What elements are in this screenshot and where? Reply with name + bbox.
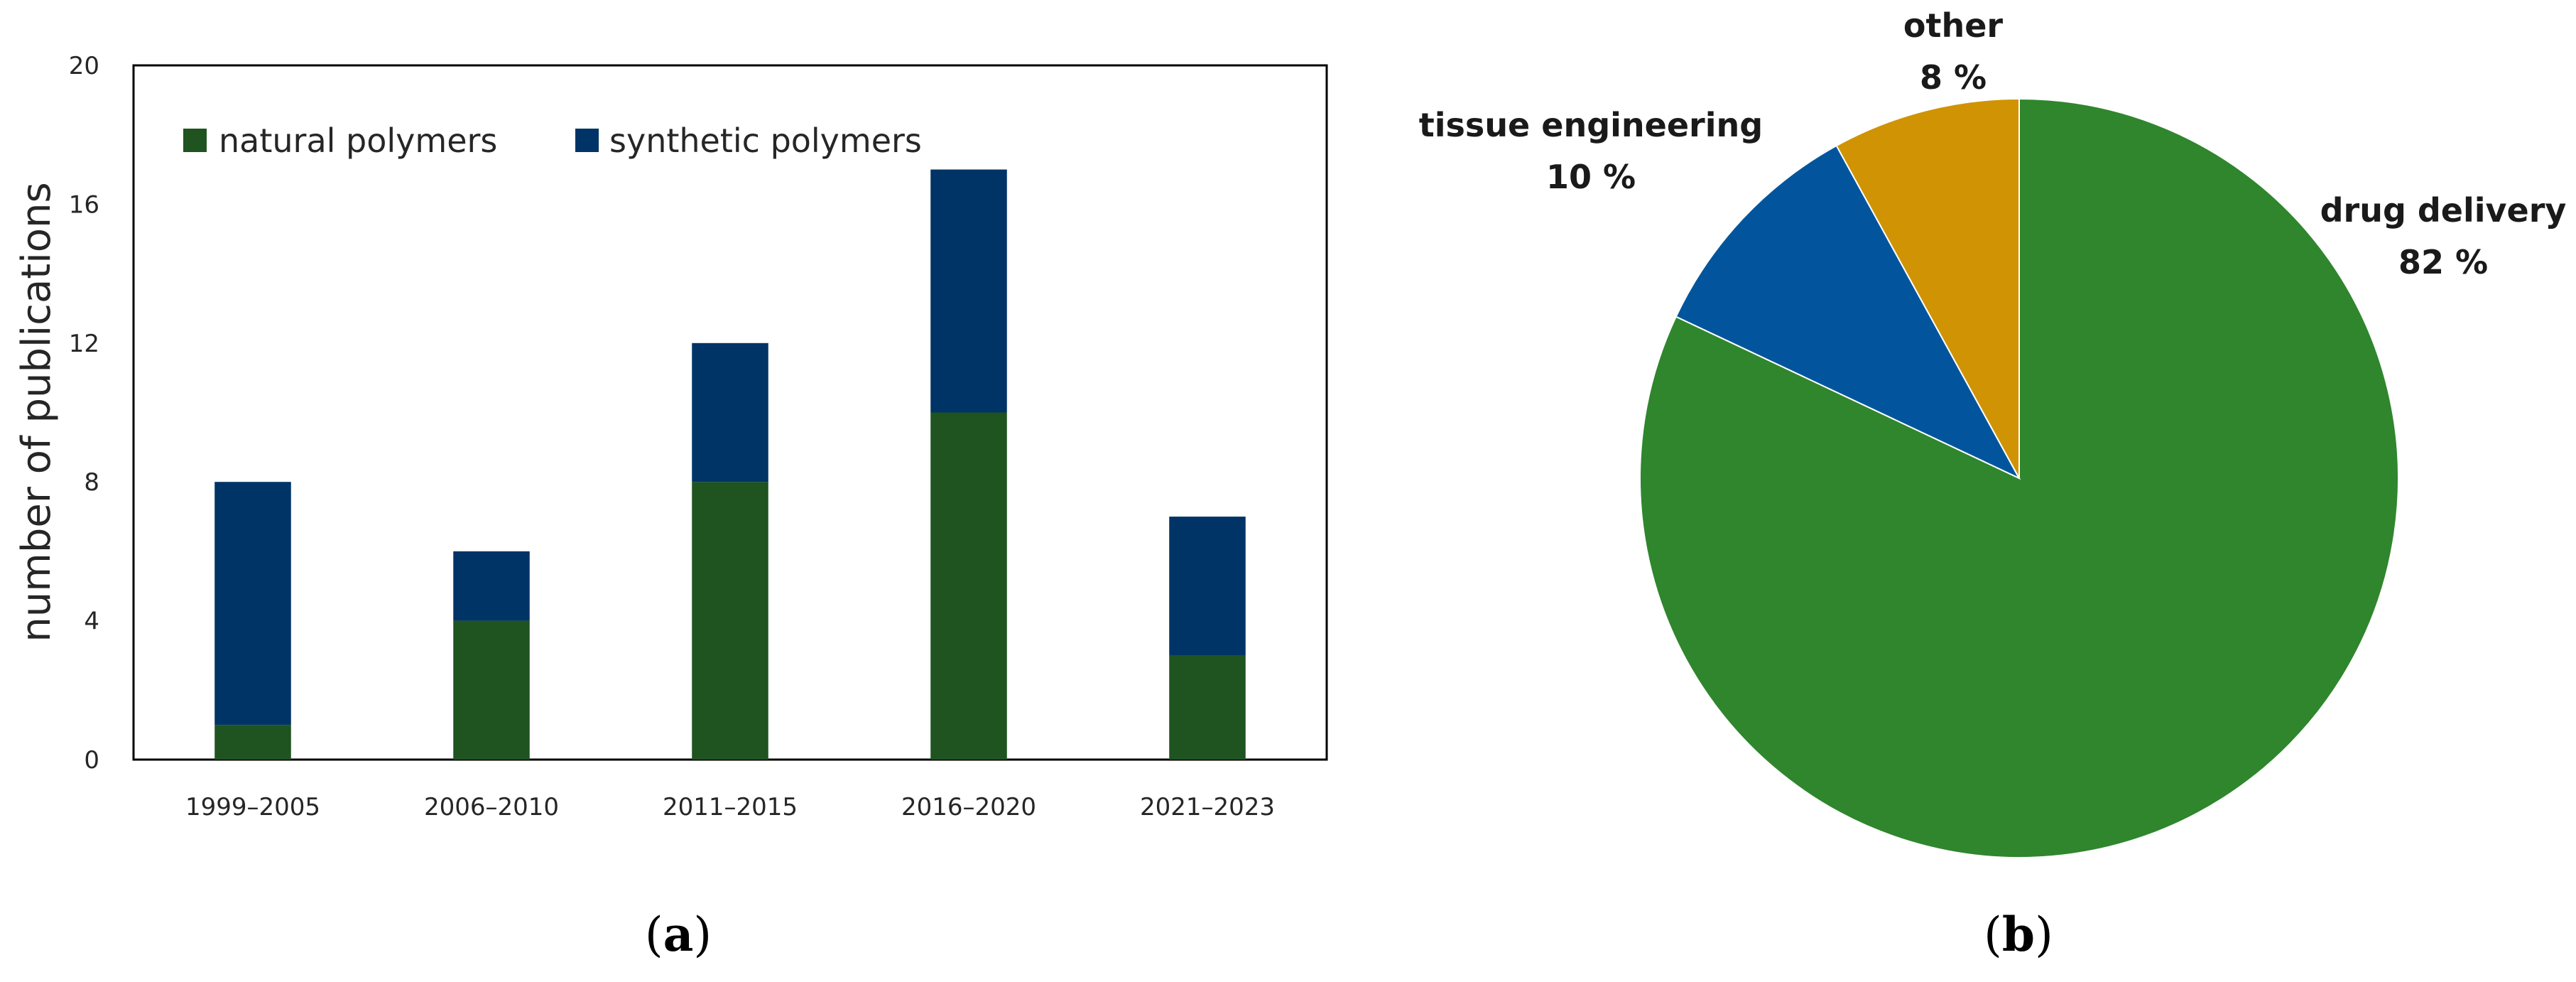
- bar-chart-panel: number of publications 0 4 8 12 16 20 1999–20…: [13, 52, 1328, 821]
- slice-value-other: 8 %: [1920, 58, 1987, 97]
- legend-item-natural-polymers: natural polymers: [183, 122, 497, 160]
- bar-natural-polymers-1999-2005: [214, 725, 291, 760]
- bar-natural-polymers-2021-2023: [1169, 655, 1246, 760]
- pie-slices: [1639, 97, 2399, 858]
- panel-label-b: (b): [1984, 907, 2053, 962]
- y-tick-label: 12: [69, 330, 99, 358]
- slice-label-drug-delivery: drug delivery: [2320, 191, 2567, 230]
- x-tick-label: 2016–2020: [901, 793, 1036, 821]
- panel-label-a-letter: a: [663, 907, 694, 962]
- bar-synthetic-polymers-2006-2010: [453, 551, 530, 621]
- legend-swatch-synthetic-polymers: [575, 129, 599, 152]
- x-tick-label: 2006–2010: [424, 793, 559, 821]
- pie-slice-tissue-engineering: [1675, 144, 2021, 480]
- x-tick-label: 1999–2005: [185, 793, 320, 821]
- slice-value-drug-delivery: 82 %: [2398, 243, 2488, 281]
- legend-label-natural-polymers: natural polymers: [219, 122, 497, 160]
- y-tick-label: 16: [69, 190, 99, 219]
- slice-label-other: other: [1903, 6, 2004, 45]
- bar-synthetic-polymers-1999-2005: [214, 482, 291, 725]
- x-tick-label: 2011–2015: [663, 793, 798, 821]
- panel-label-b-letter: b: [2002, 907, 2035, 962]
- y-tick-label: 4: [84, 608, 99, 636]
- legend-label-synthetic-polymers: synthetic polymers: [609, 122, 922, 160]
- bar-natural-polymers-2016-2020: [930, 412, 1007, 760]
- panel-label-b-close: ): [2035, 907, 2053, 962]
- panel-label-b-open: (: [1984, 907, 2002, 962]
- bar-synthetic-polymers-2016-2020: [930, 169, 1007, 413]
- bar-natural-polymers-2006-2010: [453, 620, 530, 760]
- legend-item-synthetic-polymers: synthetic polymers: [575, 122, 922, 160]
- x-tick-label: 2021–2023: [1140, 793, 1275, 821]
- bar-synthetic-polymers-2021-2023: [1169, 517, 1246, 656]
- panel-label-a-close: ): [693, 907, 712, 962]
- bar-series: [214, 169, 1246, 760]
- y-tick-label: 8: [84, 468, 99, 497]
- pie-chart-panel: drug delivery 82 % tissue engineering 10…: [1419, 6, 2567, 858]
- y-axis-ticks: 0 4 8 12 16 20: [69, 52, 99, 775]
- panel-label-a: (a): [645, 907, 712, 962]
- y-tick-label: 0: [84, 746, 99, 775]
- bar-synthetic-polymers-2011-2015: [692, 342, 768, 482]
- y-axis-title: number of publications: [13, 182, 60, 642]
- bar-natural-polymers-2011-2015: [692, 482, 768, 760]
- pie-label-drug-delivery: drug delivery 82 %: [2320, 191, 2567, 281]
- pie-label-tissue-engineering: tissue engineering 10 %: [1419, 106, 1763, 196]
- legend: natural polymers synthetic polymers: [183, 122, 922, 160]
- slice-label-tissue-engineering: tissue engineering: [1419, 106, 1763, 144]
- y-tick-label: 20: [69, 52, 99, 80]
- pie-slice-other: [1835, 97, 2020, 479]
- pie-label-other: other 8 %: [1903, 6, 2004, 97]
- legend-swatch-natural-polymers: [183, 129, 207, 152]
- panel-label-a-open: (: [645, 907, 663, 962]
- slice-value-tissue-engineering: 10 %: [1546, 158, 1636, 196]
- x-axis-ticks: 1999–2005 2006–2010 2011–2015 2016–2020 2021…: [185, 793, 1275, 821]
